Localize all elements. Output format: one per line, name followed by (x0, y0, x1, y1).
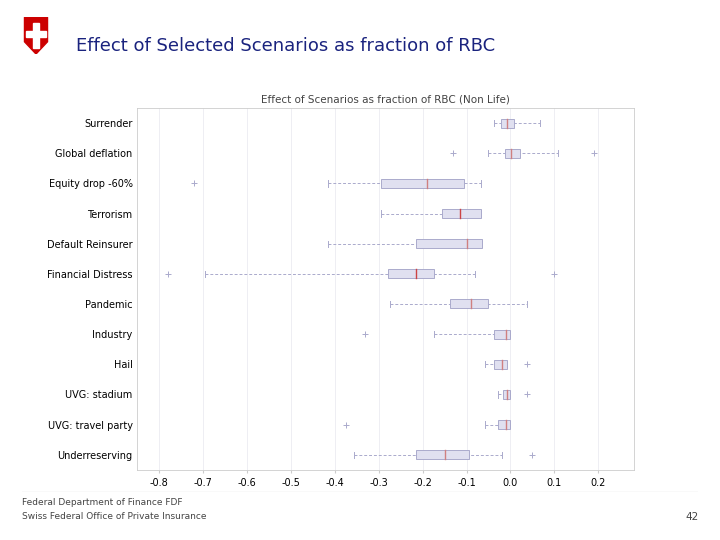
FancyBboxPatch shape (450, 300, 487, 308)
FancyBboxPatch shape (498, 420, 510, 429)
Title: Effect of Scenarios as fraction of RBC (Non Life): Effect of Scenarios as fraction of RBC (… (261, 94, 510, 104)
FancyBboxPatch shape (505, 148, 520, 158)
Text: Federal Department of Finance FDF: Federal Department of Finance FDF (22, 498, 182, 507)
FancyBboxPatch shape (494, 360, 507, 369)
FancyBboxPatch shape (494, 329, 510, 339)
Text: Swiss Federal Office of Private Insurance: Swiss Federal Office of Private Insuranc… (22, 512, 206, 521)
FancyBboxPatch shape (442, 209, 481, 218)
Polygon shape (26, 31, 46, 37)
FancyBboxPatch shape (416, 239, 482, 248)
FancyBboxPatch shape (381, 179, 464, 188)
FancyBboxPatch shape (416, 450, 469, 459)
Polygon shape (33, 23, 39, 48)
FancyBboxPatch shape (388, 269, 433, 278)
Text: Effect of Selected Scenarios as fraction of RBC: Effect of Selected Scenarios as fraction… (76, 37, 495, 55)
Polygon shape (24, 17, 48, 54)
FancyBboxPatch shape (503, 390, 510, 399)
Text: 42: 42 (685, 512, 698, 522)
FancyBboxPatch shape (501, 119, 514, 127)
